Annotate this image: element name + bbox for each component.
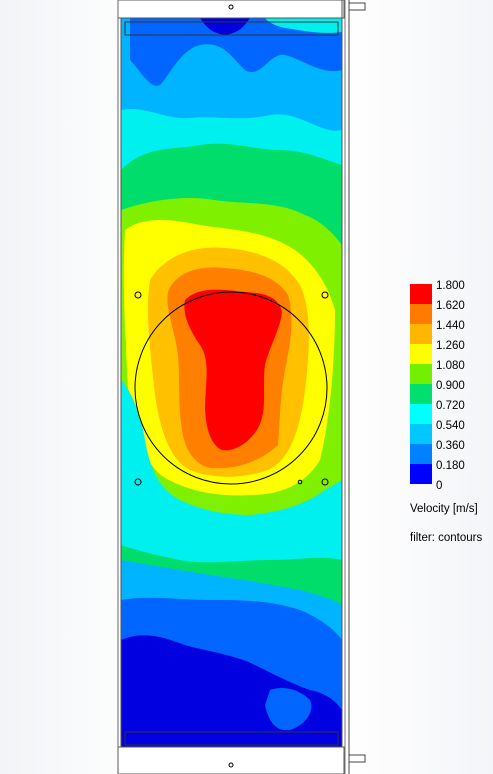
contour-band-side-yellowgreen-strip — [121, 320, 127, 370]
legend-swatch — [410, 404, 432, 424]
legend-swatch — [410, 464, 432, 484]
mount-hole-bottom-left — [134, 478, 142, 486]
legend-swatch — [410, 364, 432, 384]
legend-tick-label: 0.720 — [436, 400, 465, 412]
velocity-legend: 1.800 1.620 1.440 1.260 1.080 0.900 0.720 0.540… — [410, 280, 493, 554]
bottom-right-bracket — [348, 754, 366, 763]
legend-tick-label: 1.620 — [436, 300, 465, 312]
legend-swatch — [410, 344, 432, 364]
velocity-contour-field — [121, 18, 342, 747]
legend-swatch — [410, 324, 432, 344]
fan-outline — [134, 291, 328, 485]
top-bolt — [228, 4, 234, 10]
contour-band-left-cyan — [121, 380, 342, 563]
top-inlet-plate — [124, 21, 339, 36]
legend-filter-note: filter: contours — [410, 532, 483, 544]
legend-tick-label: 1.800 — [436, 280, 465, 292]
legend-swatch — [410, 424, 432, 444]
bottom-frame — [117, 746, 345, 774]
legend-tick-label: 1.080 — [436, 360, 465, 372]
mount-hole-top-right — [321, 291, 329, 299]
legend-swatch — [410, 284, 432, 304]
small-marker — [297, 479, 303, 485]
top-right-bracket — [348, 2, 366, 11]
legend-swatch — [410, 384, 432, 404]
contour-band-bottom-right-blue — [265, 688, 312, 731]
legend-tick-label: 0.360 — [436, 440, 465, 452]
mount-hole-bottom-right — [321, 478, 329, 486]
legend-tick-label: 0 — [436, 480, 443, 492]
legend-tick-label: 1.440 — [436, 320, 465, 332]
legend-tick-label: 1.260 — [436, 340, 465, 352]
legend-title: Velocity [m/s] — [410, 503, 478, 515]
legend-tick-label: 0.180 — [436, 460, 465, 472]
legend-tick-label: 0.900 — [436, 380, 465, 392]
mount-hole-top-left — [134, 291, 142, 299]
legend-tick-label: 0.540 — [436, 420, 465, 432]
bottom-outlet-plate — [124, 731, 339, 746]
bottom-bolt — [228, 762, 234, 768]
legend-swatch — [410, 304, 432, 324]
legend-swatch — [410, 444, 432, 464]
contour-band-red — [184, 289, 282, 451]
